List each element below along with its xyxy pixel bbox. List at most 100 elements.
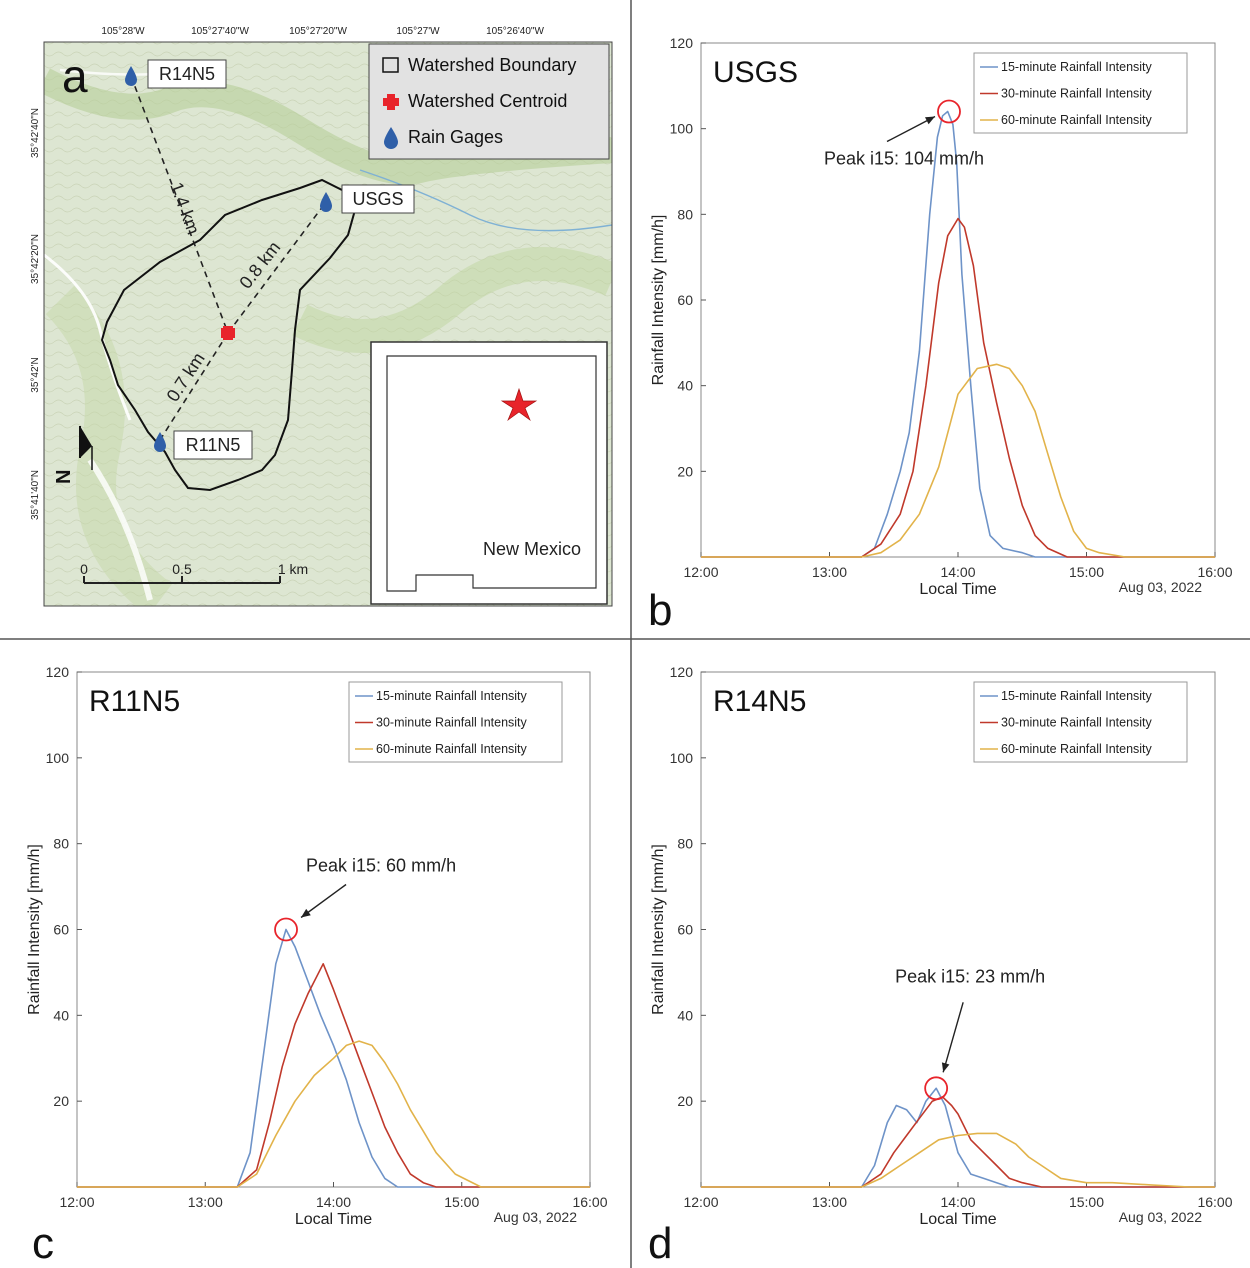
x-tick-label: 16:00 xyxy=(572,1194,607,1210)
new-mexico-outline xyxy=(386,355,597,592)
y-axis-label: Rainfall Intensity [mm/h] xyxy=(650,215,667,386)
map-frame xyxy=(43,41,613,607)
y-tick-label: 100 xyxy=(46,750,70,766)
y-tick-label: 20 xyxy=(677,1093,693,1109)
watershed-centroid-icon xyxy=(221,326,235,340)
lat-tick-label: 35°41'40"N xyxy=(30,470,41,520)
gage-label-usgs: USGS xyxy=(352,189,403,209)
legend-entry: 60-minute Rainfall Intensity xyxy=(376,742,528,756)
y-tick-label: 120 xyxy=(670,35,694,51)
annotation-arrowhead xyxy=(941,1062,950,1073)
panel-letter-c: c xyxy=(32,1219,54,1268)
lat-tick-label: 35°42'20"N xyxy=(30,234,41,284)
north-arrow-icon xyxy=(79,426,93,470)
panel-letter-d: d xyxy=(648,1219,672,1268)
series-line-1 xyxy=(701,110,1215,558)
x-tick-label: 14:00 xyxy=(316,1194,351,1210)
x-tick-label: 15:00 xyxy=(1069,1194,1104,1210)
series-line-1 xyxy=(77,928,590,1188)
scale-label-1km: 1 km xyxy=(278,561,308,577)
station-title: USGS xyxy=(713,56,798,89)
legend-entry: 30-minute Rainfall Intensity xyxy=(376,716,528,730)
x-axis-label: Local Time xyxy=(295,1211,372,1228)
map-panel: 1.4 km 0.8 km 0.7 km R14N5 USGS R11N5 a xyxy=(30,26,613,607)
legend-entry: 15-minute Rainfall Intensity xyxy=(1001,60,1153,74)
x-tick-label: 14:00 xyxy=(940,564,975,580)
x-tick-label: 15:00 xyxy=(1069,564,1104,580)
y-tick-label: 20 xyxy=(677,463,693,479)
rain-gage-icon xyxy=(320,192,332,212)
location-star-icon xyxy=(500,387,538,422)
distance-line-usgs xyxy=(227,201,327,334)
y-tick-label: 80 xyxy=(677,836,693,852)
gage-label-box-usgs xyxy=(341,184,415,214)
date-label: Aug 03, 2022 xyxy=(1119,1209,1203,1225)
chart-legend xyxy=(973,681,1188,763)
north-label: N xyxy=(53,470,75,484)
annotation-arrow xyxy=(942,1002,964,1073)
gage-label-r14n5: R14N5 xyxy=(159,64,215,84)
scale-bar xyxy=(83,576,281,584)
boundary-legend-icon xyxy=(382,57,399,73)
legend-boundary-label: Watershed Boundary xyxy=(408,55,576,75)
rain-gage-icon xyxy=(154,432,166,452)
x-axis-label: Local Time xyxy=(919,581,996,598)
road xyxy=(44,253,132,421)
x-tick-label: 12:00 xyxy=(683,1194,718,1210)
peak-annotation: Peak i15: 23 mm/h xyxy=(895,966,1045,986)
map-legend xyxy=(368,43,610,160)
x-axis-label: Local Time xyxy=(919,1211,996,1228)
y-tick-label: 120 xyxy=(46,664,70,680)
x-tick-label: 16:00 xyxy=(1197,1194,1232,1210)
y-tick-label: 40 xyxy=(677,1007,693,1023)
series-line-1 xyxy=(701,1087,1215,1188)
centroid-legend-icon xyxy=(383,94,399,110)
x-tick-label: 13:00 xyxy=(812,1194,847,1210)
y-tick-label: 100 xyxy=(670,121,694,137)
panel-letter-b: b xyxy=(648,586,672,635)
distance-line-r14n5 xyxy=(130,75,229,334)
peak-marker xyxy=(937,99,961,124)
rain-gage-icon xyxy=(125,66,137,86)
y-axis-label: Rainfall Intensity [mm/h] xyxy=(650,844,667,1015)
lon-tick-label: 105°26'40"W xyxy=(486,26,544,37)
gage-label-r11n5: R11N5 xyxy=(186,435,241,455)
x-tick-label: 12:00 xyxy=(683,564,718,580)
watershed-boundary xyxy=(100,178,357,492)
lon-tick-label: 105°27'W xyxy=(396,26,440,37)
lat-tick-label: 35°42'40"N xyxy=(30,108,41,158)
legend-entry: 15-minute Rainfall Intensity xyxy=(1001,689,1153,703)
y-tick-label: 60 xyxy=(677,292,693,308)
gage-label-box-r11n5 xyxy=(173,430,253,460)
x-tick-label: 12:00 xyxy=(59,1194,94,1210)
legend-entry: 60-minute Rainfall Intensity xyxy=(1001,113,1153,127)
chart-r11n5: 20 40 60 80 100 120 12:00 13:00 14:00 15:00 16:00 L… xyxy=(26,664,608,1268)
x-tick-label: 13:00 xyxy=(188,1194,223,1210)
series-line-2 xyxy=(77,962,590,1188)
scale-label-half: 0.5 xyxy=(172,561,192,577)
chart-usgs: 20 40 60 80 100 120 12:00 13:00 14:00 15:00 16:00 L… xyxy=(648,35,1233,635)
date-label: Aug 03, 2022 xyxy=(494,1209,578,1225)
lon-tick-label: 105°27'20"W xyxy=(289,26,347,37)
y-tick-label: 20 xyxy=(53,1093,69,1109)
lat-tick-label: 35°42'N xyxy=(30,357,41,392)
y-tick-label: 80 xyxy=(677,206,693,222)
y-tick-label: 60 xyxy=(677,922,693,938)
chart-legend xyxy=(973,52,1188,134)
y-tick-label: 40 xyxy=(677,378,693,394)
date-label: Aug 03, 2022 xyxy=(1119,579,1203,595)
x-tick-label: 14:00 xyxy=(940,1194,975,1210)
legend-entry: 15-minute Rainfall Intensity xyxy=(376,689,528,703)
panel-letter-a: a xyxy=(62,50,88,102)
legend-entry: 30-minute Rainfall Intensity xyxy=(1001,87,1153,101)
gage-label-box-r14n5 xyxy=(147,59,227,89)
annotation-arrow xyxy=(300,883,347,919)
scale-label-0: 0 xyxy=(80,561,88,577)
x-tick-label: 13:00 xyxy=(812,564,847,580)
legend-entry: 30-minute Rainfall Intensity xyxy=(1001,716,1153,730)
legend-centroid-label: Watershed Centroid xyxy=(408,91,567,111)
annotation-arrowhead xyxy=(301,908,311,918)
y-tick-label: 60 xyxy=(53,922,69,938)
y-tick-label: 120 xyxy=(670,664,694,680)
